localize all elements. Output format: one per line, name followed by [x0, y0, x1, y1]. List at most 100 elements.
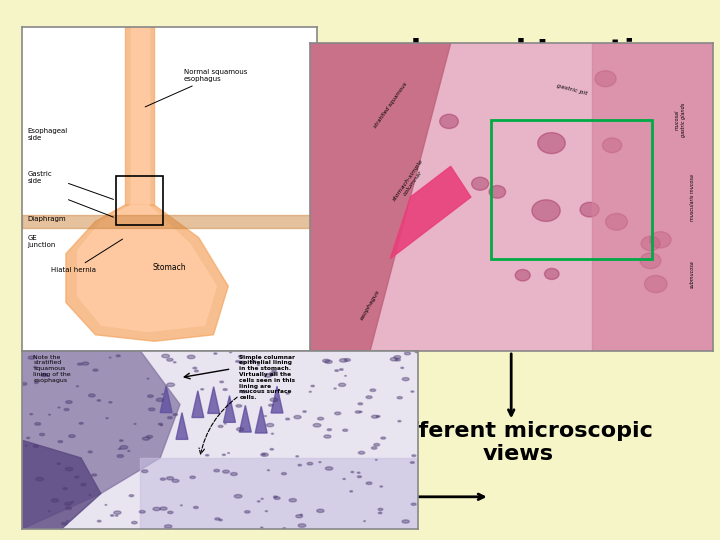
Circle shape	[66, 467, 73, 471]
Circle shape	[440, 114, 459, 129]
Circle shape	[381, 437, 386, 439]
Circle shape	[30, 414, 32, 415]
Polygon shape	[592, 43, 713, 351]
Circle shape	[34, 367, 37, 368]
Circle shape	[313, 423, 321, 427]
Circle shape	[164, 525, 172, 528]
Circle shape	[230, 472, 238, 476]
Circle shape	[239, 361, 245, 364]
Circle shape	[410, 462, 414, 463]
Circle shape	[318, 417, 324, 420]
Circle shape	[357, 476, 361, 478]
Circle shape	[340, 369, 343, 370]
Text: Note the
stratified
squamous
lining of the
esophagus: Note the stratified squamous lining of t…	[33, 355, 71, 383]
Circle shape	[172, 480, 179, 482]
Circle shape	[168, 511, 173, 514]
Circle shape	[128, 450, 130, 451]
Polygon shape	[390, 166, 471, 259]
Circle shape	[359, 411, 362, 413]
Circle shape	[311, 385, 315, 387]
Circle shape	[66, 507, 71, 510]
Circle shape	[93, 369, 98, 372]
Circle shape	[372, 415, 378, 418]
Polygon shape	[239, 406, 251, 432]
Circle shape	[300, 514, 302, 515]
Circle shape	[109, 357, 111, 358]
Circle shape	[63, 488, 68, 490]
Circle shape	[603, 138, 622, 153]
Circle shape	[266, 423, 274, 427]
Circle shape	[402, 520, 409, 523]
Polygon shape	[78, 205, 217, 332]
Circle shape	[219, 519, 222, 521]
Polygon shape	[66, 205, 228, 341]
Circle shape	[358, 403, 363, 405]
Circle shape	[118, 448, 121, 449]
Text: submucosa: submucosa	[690, 260, 695, 288]
Circle shape	[269, 404, 273, 406]
Circle shape	[139, 510, 145, 513]
Circle shape	[156, 398, 163, 401]
Circle shape	[532, 200, 560, 221]
Circle shape	[359, 451, 365, 454]
Circle shape	[81, 483, 86, 486]
Circle shape	[230, 352, 232, 353]
Circle shape	[307, 462, 312, 465]
Circle shape	[580, 202, 599, 217]
Circle shape	[223, 389, 228, 390]
Circle shape	[412, 455, 416, 456]
Text: esophagus: esophagus	[359, 289, 381, 321]
Circle shape	[142, 470, 148, 472]
Circle shape	[405, 352, 410, 355]
Text: Hiatal hernia: Hiatal hernia	[51, 239, 122, 273]
Circle shape	[296, 515, 302, 518]
Circle shape	[395, 359, 400, 361]
Circle shape	[42, 374, 48, 376]
Polygon shape	[125, 27, 154, 205]
Polygon shape	[208, 387, 220, 414]
Circle shape	[205, 455, 209, 456]
Circle shape	[323, 359, 330, 362]
Circle shape	[161, 478, 166, 480]
Circle shape	[35, 423, 41, 425]
Circle shape	[222, 454, 225, 456]
Circle shape	[324, 435, 331, 438]
Circle shape	[187, 355, 195, 359]
Circle shape	[33, 445, 38, 447]
Circle shape	[411, 503, 416, 505]
Circle shape	[114, 511, 121, 514]
Circle shape	[64, 408, 69, 410]
Circle shape	[398, 421, 401, 422]
Circle shape	[220, 381, 223, 383]
Circle shape	[173, 414, 178, 416]
Circle shape	[120, 446, 127, 449]
Circle shape	[640, 253, 661, 269]
Circle shape	[370, 389, 376, 392]
Text: Normal squamous
esophagus: Normal squamous esophagus	[145, 69, 248, 107]
Circle shape	[394, 356, 401, 359]
Circle shape	[378, 508, 383, 510]
Circle shape	[351, 471, 354, 472]
Text: muscularis mucosa: muscularis mucosa	[690, 174, 695, 220]
Bar	[116, 176, 163, 225]
Circle shape	[357, 472, 360, 474]
Circle shape	[168, 416, 172, 419]
Polygon shape	[176, 413, 188, 440]
Circle shape	[116, 355, 120, 357]
Polygon shape	[223, 396, 235, 422]
Circle shape	[271, 433, 274, 434]
Circle shape	[595, 71, 616, 87]
Circle shape	[215, 518, 220, 520]
Polygon shape	[256, 406, 267, 433]
Text: Simple columnar
epithelial lining
in the stomach.
Virtually all the
cells seen i: Simple columnar epithelial lining in the…	[239, 355, 295, 400]
Polygon shape	[22, 440, 101, 529]
Circle shape	[147, 435, 153, 438]
Text: stratified squamous: stratified squamous	[372, 81, 408, 129]
Circle shape	[129, 495, 134, 497]
Circle shape	[35, 382, 38, 383]
Circle shape	[282, 472, 287, 475]
Circle shape	[350, 491, 353, 492]
Circle shape	[228, 453, 230, 454]
Circle shape	[261, 453, 269, 456]
Circle shape	[274, 496, 277, 498]
